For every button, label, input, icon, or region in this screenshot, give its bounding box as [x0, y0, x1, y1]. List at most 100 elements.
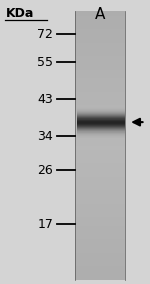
Bar: [76, 134, 124, 135]
Bar: [76, 114, 124, 115]
Bar: [76, 116, 124, 117]
Bar: [75, 253, 124, 258]
Bar: [75, 56, 124, 61]
Bar: [75, 141, 124, 146]
Bar: [76, 108, 124, 109]
Text: 72: 72: [37, 28, 53, 41]
Bar: [76, 127, 124, 128]
Bar: [75, 16, 124, 21]
Bar: [75, 29, 124, 34]
Bar: [75, 145, 124, 151]
Bar: [75, 11, 124, 16]
Bar: [76, 113, 124, 114]
Text: 26: 26: [38, 164, 53, 177]
Bar: [76, 108, 124, 109]
Bar: [75, 168, 124, 173]
Bar: [75, 132, 124, 137]
Bar: [75, 25, 124, 30]
Bar: [75, 137, 124, 142]
Bar: [76, 106, 124, 107]
Bar: [75, 78, 124, 83]
Bar: [75, 271, 124, 276]
Bar: [76, 113, 124, 114]
Text: KDa: KDa: [6, 7, 34, 20]
Bar: [76, 116, 124, 117]
Bar: [75, 52, 124, 57]
Bar: [76, 125, 124, 126]
Bar: [76, 111, 124, 112]
Bar: [75, 181, 124, 186]
Bar: [75, 248, 124, 253]
Bar: [75, 213, 124, 218]
Bar: [75, 217, 124, 222]
Bar: [76, 133, 124, 134]
Bar: [75, 70, 124, 75]
Text: 43: 43: [38, 93, 53, 106]
Bar: [75, 275, 124, 280]
Bar: [75, 226, 124, 231]
Bar: [76, 121, 124, 122]
Bar: [75, 186, 124, 191]
Bar: [76, 112, 124, 113]
Bar: [75, 159, 124, 164]
Text: 17: 17: [37, 218, 53, 231]
Bar: [75, 105, 124, 110]
Bar: [76, 123, 124, 124]
Bar: [75, 123, 124, 128]
Bar: [76, 109, 124, 110]
Bar: [76, 127, 124, 128]
Bar: [75, 65, 124, 70]
Bar: [75, 34, 124, 39]
Bar: [76, 129, 124, 130]
Bar: [76, 135, 124, 136]
Bar: [75, 128, 124, 133]
Text: 55: 55: [37, 56, 53, 69]
Bar: [76, 131, 124, 132]
Bar: [75, 257, 124, 262]
Bar: [76, 120, 124, 121]
Bar: [76, 128, 124, 129]
Bar: [76, 133, 124, 134]
Bar: [76, 131, 124, 132]
Bar: [75, 20, 124, 25]
Bar: [75, 262, 124, 267]
Bar: [76, 130, 124, 131]
Bar: [76, 115, 124, 116]
Text: 34: 34: [38, 130, 53, 143]
Bar: [75, 96, 124, 101]
Bar: [76, 115, 124, 116]
Bar: [76, 130, 124, 131]
Bar: [76, 119, 124, 120]
Bar: [75, 195, 124, 200]
Bar: [76, 136, 124, 137]
Bar: [76, 122, 124, 123]
Bar: [75, 110, 124, 115]
Bar: [75, 87, 124, 93]
Bar: [75, 231, 124, 236]
Bar: [75, 47, 124, 52]
Bar: [75, 114, 124, 119]
Bar: [75, 239, 124, 245]
Bar: [75, 199, 124, 204]
Bar: [75, 204, 124, 209]
Bar: [76, 110, 124, 111]
Bar: [76, 111, 124, 112]
Bar: [75, 266, 124, 271]
Bar: [76, 126, 124, 127]
Bar: [75, 60, 124, 66]
Bar: [76, 136, 124, 137]
Bar: [75, 164, 124, 168]
Bar: [75, 190, 124, 195]
Text: A: A: [94, 7, 105, 22]
Bar: [75, 235, 124, 240]
Bar: [76, 123, 124, 124]
Bar: [76, 118, 124, 119]
Bar: [75, 172, 124, 178]
Bar: [75, 43, 124, 48]
Bar: [76, 124, 124, 125]
Bar: [76, 137, 124, 138]
Bar: [76, 107, 124, 108]
Bar: [76, 126, 124, 127]
Bar: [76, 118, 124, 119]
Bar: [75, 92, 124, 97]
